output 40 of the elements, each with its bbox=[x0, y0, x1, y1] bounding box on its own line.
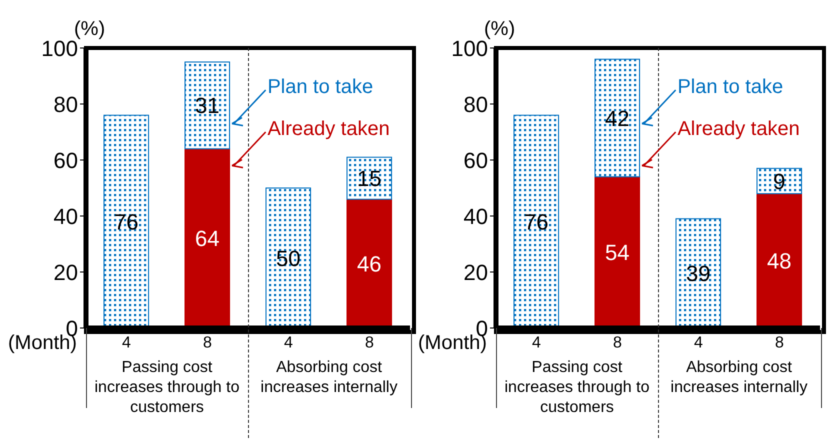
series-label: Already taken bbox=[267, 118, 390, 141]
text: Absorbing cost increases internally bbox=[260, 358, 398, 398]
y-tick-label: 80 bbox=[54, 92, 78, 117]
data-label: 64 bbox=[195, 226, 220, 252]
y-tick-label: 60 bbox=[54, 148, 78, 173]
x-tick-label: 4 bbox=[284, 334, 294, 352]
data-label: 15 bbox=[357, 166, 382, 192]
x-tick-label: 8 bbox=[365, 334, 374, 352]
data-label: 39 bbox=[686, 261, 711, 286]
data-label: 9 bbox=[773, 168, 786, 194]
data-label: 46 bbox=[357, 251, 382, 276]
y-tick-label: 80 bbox=[464, 92, 488, 117]
text: Passing cost increases through to customers bbox=[94, 358, 240, 418]
x-tick-label: 4 bbox=[122, 334, 132, 352]
data-label: 42 bbox=[605, 106, 630, 131]
y-tick-label: 60 bbox=[464, 148, 488, 173]
data-label: 76 bbox=[524, 209, 549, 234]
series-label: Plan to take bbox=[267, 76, 374, 99]
x-tick-label: 8 bbox=[613, 334, 622, 352]
data-label: 76 bbox=[114, 209, 139, 234]
text: Already taken bbox=[677, 118, 800, 141]
bar bbox=[756, 168, 802, 194]
text: Passing cost increases through to customers bbox=[504, 358, 650, 418]
y-tick-label: 20 bbox=[54, 260, 78, 285]
y-tick-label: 40 bbox=[464, 204, 488, 229]
bar bbox=[346, 156, 392, 200]
data-label: 31 bbox=[195, 93, 220, 118]
bar bbox=[594, 58, 640, 178]
y-tick-label: 40 bbox=[54, 204, 78, 229]
y-tick-label: 20 bbox=[464, 260, 488, 285]
text: Absorbing cost increases internally bbox=[670, 358, 808, 398]
series-label: Plan to take bbox=[677, 76, 784, 99]
x-tick-label: 4 bbox=[532, 334, 542, 352]
x-tick-label: 8 bbox=[775, 334, 784, 352]
data-label: 54 bbox=[605, 240, 630, 266]
data-label: 48 bbox=[767, 248, 792, 274]
bar bbox=[184, 62, 230, 150]
x-tick-label: 8 bbox=[203, 334, 212, 352]
x-tick-label: 4 bbox=[694, 334, 704, 352]
data-label: 50 bbox=[276, 246, 301, 271]
